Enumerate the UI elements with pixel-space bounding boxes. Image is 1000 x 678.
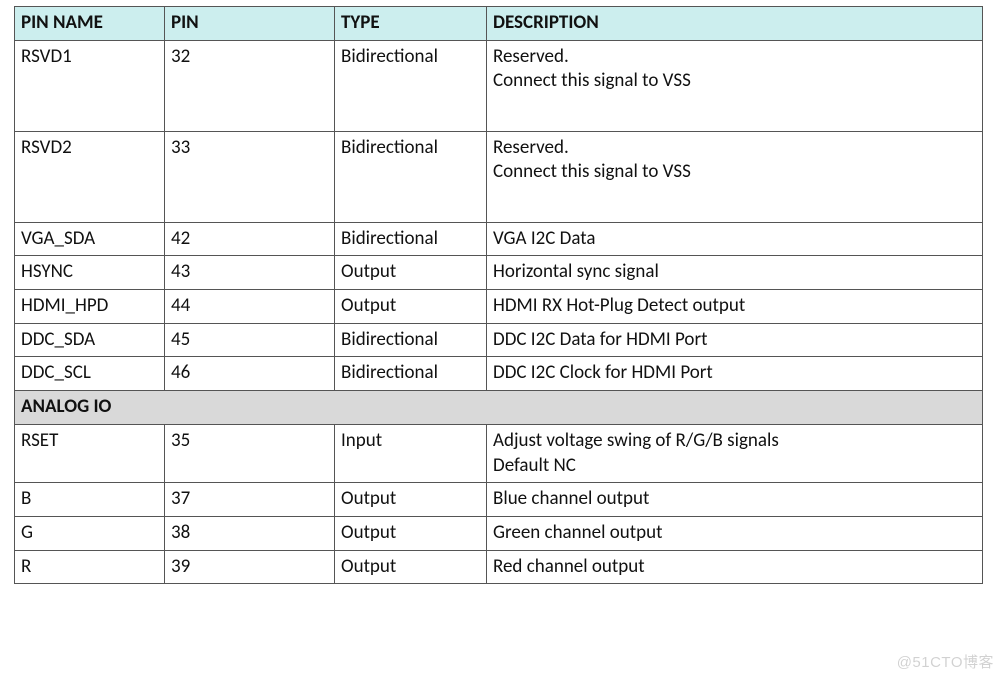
- table-row: DDC_SCL 46 Bidirectional DDC I2C Clock f…: [15, 357, 983, 391]
- cell-pin: 37: [165, 483, 335, 517]
- cell-desc: Reserved.Connect this signal to VSS: [487, 131, 983, 222]
- cell-desc: VGA I2C Data: [487, 222, 983, 256]
- cell-type: Input: [335, 424, 487, 482]
- cell-pin: 38: [165, 516, 335, 550]
- cell-desc: Green channel output: [487, 516, 983, 550]
- table-row: RSVD2 33 Bidirectional Reserved.Connect …: [15, 131, 983, 222]
- cell-pin-name: DDC_SCL: [15, 357, 165, 391]
- cell-type: Output: [335, 483, 487, 517]
- cell-desc: Blue channel output: [487, 483, 983, 517]
- cell-pin: 35: [165, 424, 335, 482]
- cell-pin: 39: [165, 550, 335, 584]
- cell-desc: Reserved.Connect this signal to VSS: [487, 40, 983, 131]
- cell-desc: HDMI RX Hot-Plug Detect output: [487, 290, 983, 324]
- table-row: DDC_SDA 45 Bidirectional DDC I2C Data fo…: [15, 323, 983, 357]
- cell-pin: 33: [165, 131, 335, 222]
- table-row: VGA_SDA 42 Bidirectional VGA I2C Data: [15, 222, 983, 256]
- cell-type: Bidirectional: [335, 40, 487, 131]
- cell-pin-name: R: [15, 550, 165, 584]
- cell-desc: Red channel output: [487, 550, 983, 584]
- section-row: ANALOG IO: [15, 391, 983, 425]
- col-header-pin: PIN: [165, 7, 335, 41]
- cell-pin-name: RSVD2: [15, 131, 165, 222]
- cell-pin-name: HSYNC: [15, 256, 165, 290]
- table-row: RSET 35 Input Adjust voltage swing of R/…: [15, 424, 983, 482]
- table-row: B 37 Output Blue channel output: [15, 483, 983, 517]
- col-header-type: TYPE: [335, 7, 487, 41]
- cell-pin: 32: [165, 40, 335, 131]
- col-header-desc: DESCRIPTION: [487, 7, 983, 41]
- cell-pin-name: G: [15, 516, 165, 550]
- col-header-pin-name: PIN NAME: [15, 7, 165, 41]
- section-label: ANALOG IO: [15, 391, 983, 425]
- cell-type: Output: [335, 256, 487, 290]
- table-header-row: PIN NAME PIN TYPE DESCRIPTION: [15, 7, 983, 41]
- cell-type: Output: [335, 290, 487, 324]
- cell-type: Bidirectional: [335, 222, 487, 256]
- cell-pin-name: RSVD1: [15, 40, 165, 131]
- cell-desc: DDC I2C Clock for HDMI Port: [487, 357, 983, 391]
- cell-pin: 43: [165, 256, 335, 290]
- cell-pin: 46: [165, 357, 335, 391]
- cell-desc: Horizontal sync signal: [487, 256, 983, 290]
- cell-pin-name: RSET: [15, 424, 165, 482]
- cell-type: Bidirectional: [335, 323, 487, 357]
- cell-pin-name: B: [15, 483, 165, 517]
- table-row: R 39 Output Red channel output: [15, 550, 983, 584]
- watermark-text: @51CTO博客: [897, 651, 994, 672]
- pin-table-container: PIN NAME PIN TYPE DESCRIPTION RSVD1 32 B…: [14, 6, 982, 584]
- table-row: G 38 Output Green channel output: [15, 516, 983, 550]
- cell-pin: 44: [165, 290, 335, 324]
- cell-pin-name: DDC_SDA: [15, 323, 165, 357]
- table-row: HSYNC 43 Output Horizontal sync signal: [15, 256, 983, 290]
- cell-pin-name: VGA_SDA: [15, 222, 165, 256]
- cell-pin: 45: [165, 323, 335, 357]
- cell-pin: 42: [165, 222, 335, 256]
- cell-pin-name: HDMI_HPD: [15, 290, 165, 324]
- cell-desc: DDC I2C Data for HDMI Port: [487, 323, 983, 357]
- pin-table: PIN NAME PIN TYPE DESCRIPTION RSVD1 32 B…: [14, 6, 983, 584]
- cell-type: Output: [335, 550, 487, 584]
- cell-type: Bidirectional: [335, 357, 487, 391]
- cell-type: Bidirectional: [335, 131, 487, 222]
- cell-type: Output: [335, 516, 487, 550]
- page: PIN NAME PIN TYPE DESCRIPTION RSVD1 32 B…: [0, 0, 1000, 678]
- table-row: HDMI_HPD 44 Output HDMI RX Hot-Plug Dete…: [15, 290, 983, 324]
- cell-desc: Adjust voltage swing of R/G/B signalsDef…: [487, 424, 983, 482]
- table-row: RSVD1 32 Bidirectional Reserved.Connect …: [15, 40, 983, 131]
